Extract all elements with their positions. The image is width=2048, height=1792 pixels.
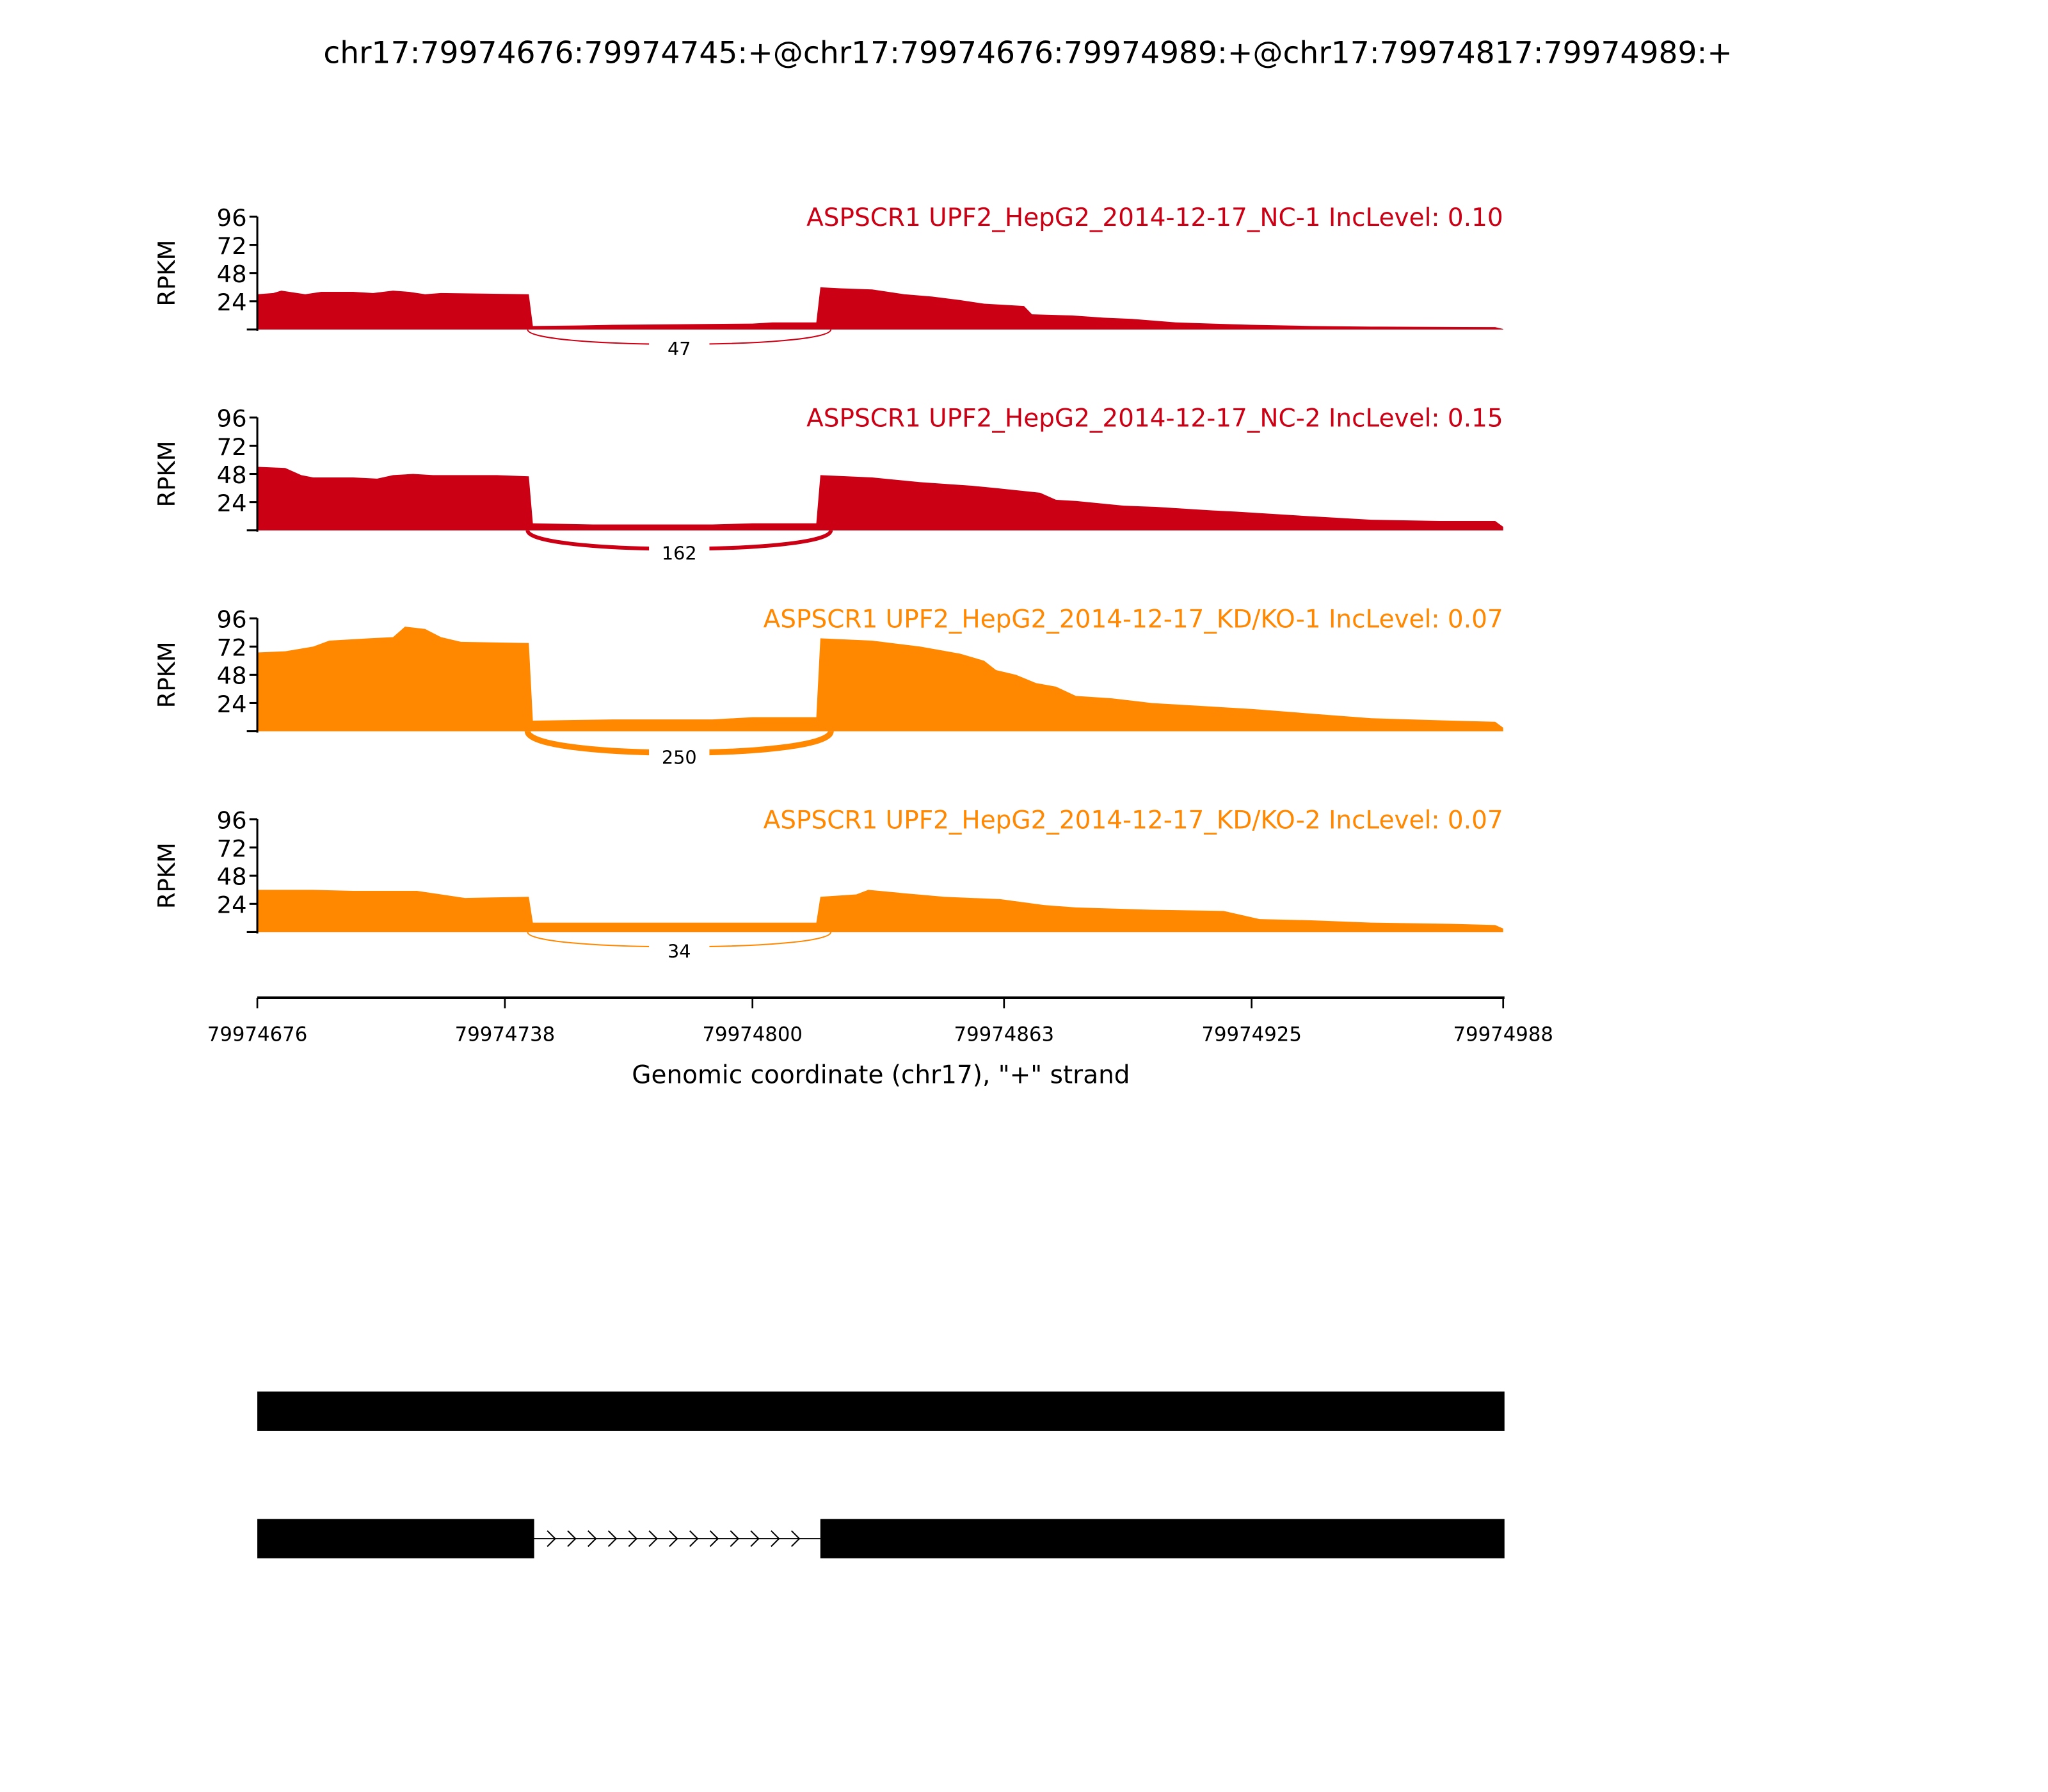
strand-chevron-icon — [607, 1530, 618, 1548]
y-tick-label: 96 — [217, 606, 247, 634]
junction-label-background — [649, 540, 710, 564]
strand-chevron-icon — [669, 1530, 678, 1548]
x-axis-label: Genomic coordinate (chr17), "+" strand — [632, 1060, 1130, 1089]
junction-count-label: 47 — [668, 338, 691, 360]
y-tick-label: 72 — [217, 232, 247, 260]
x-tick-label: 79974676 — [207, 1023, 308, 1046]
track-label: ASPSCR1 UPF2_HepG2_2014-12-17_KD/KO-1 In… — [764, 605, 1503, 634]
x-tick-label: 79974863 — [954, 1023, 1055, 1046]
track-label: ASPSCR1 UPF2_HepG2_2014-12-17_NC-1 IncLe… — [806, 204, 1503, 232]
transcript-models — [257, 1391, 1505, 1558]
y-tick-label: 24 — [217, 490, 247, 517]
y-tick-label: 96 — [217, 806, 247, 834]
strand-chevron-icon — [750, 1530, 760, 1548]
y-tick-label: 96 — [217, 405, 247, 433]
strand-chevron-icon — [689, 1530, 699, 1548]
y-tick-label: 72 — [217, 433, 247, 461]
track-label: ASPSCR1 UPF2_HepG2_2014-12-17_NC-2 IncLe… — [806, 404, 1503, 433]
junction-count-label: 162 — [662, 543, 697, 564]
strand-chevron-icon — [587, 1530, 597, 1548]
junction-label-background — [649, 744, 710, 768]
y-axis-label: RPKM — [153, 441, 180, 508]
y-tick-label: 48 — [217, 863, 247, 891]
strand-chevron-icon — [567, 1530, 577, 1548]
y-axis-label: RPKM — [153, 641, 180, 708]
coverage-area — [257, 287, 1503, 330]
y-tick-label: 72 — [217, 634, 247, 662]
coverage-area — [257, 627, 1503, 732]
x-tick-label: 79974738 — [455, 1023, 556, 1046]
y-tick-label: 24 — [217, 289, 247, 316]
strand-chevron-icon — [790, 1530, 801, 1548]
x-axis: 79974676 79974738 79974800 79974863 79974925… — [207, 996, 1553, 1046]
coverage-area — [257, 467, 1503, 531]
y-axis-label: RPKM — [153, 842, 180, 909]
transcript-2 — [257, 1519, 1505, 1558]
y-axis-label: RPKM — [153, 240, 180, 307]
y-tick-label: 24 — [217, 892, 247, 919]
x-tick-label: 79974925 — [1201, 1023, 1302, 1046]
exon-block — [820, 1519, 1505, 1558]
strand-chevron-icon — [730, 1530, 740, 1548]
exon-block — [257, 1391, 1505, 1431]
strand-chevron-icon — [628, 1530, 638, 1548]
junction-label-background — [649, 335, 710, 360]
coverage-area — [257, 890, 1503, 932]
exon-block — [257, 1519, 534, 1558]
x-tick-label: 79974800 — [702, 1023, 803, 1046]
y-tick-label: 24 — [217, 691, 247, 718]
chart-title: chr17:79974676:79974745:+@chr17:79974676… — [323, 35, 1732, 70]
junction-count-label: 250 — [662, 746, 697, 768]
strand-chevron-icon — [648, 1530, 658, 1548]
x-tick-label: 79974988 — [1453, 1023, 1553, 1046]
strand-chevron-icon — [547, 1530, 556, 1548]
y-tick-label: 48 — [217, 662, 247, 690]
track-label: ASPSCR1 UPF2_HepG2_2014-12-17_KD/KO-2 In… — [764, 806, 1503, 835]
y-tick-label: 72 — [217, 835, 247, 862]
junction-count-label: 34 — [668, 940, 691, 962]
y-tick-label: 48 — [217, 260, 247, 288]
strand-chevron-icon — [709, 1530, 719, 1548]
transcript-1 — [257, 1391, 1505, 1431]
y-tick-label: 48 — [217, 461, 247, 489]
strand-chevron-icon — [771, 1530, 780, 1548]
y-tick-label: 96 — [217, 204, 247, 232]
junction-label-background — [649, 938, 710, 962]
